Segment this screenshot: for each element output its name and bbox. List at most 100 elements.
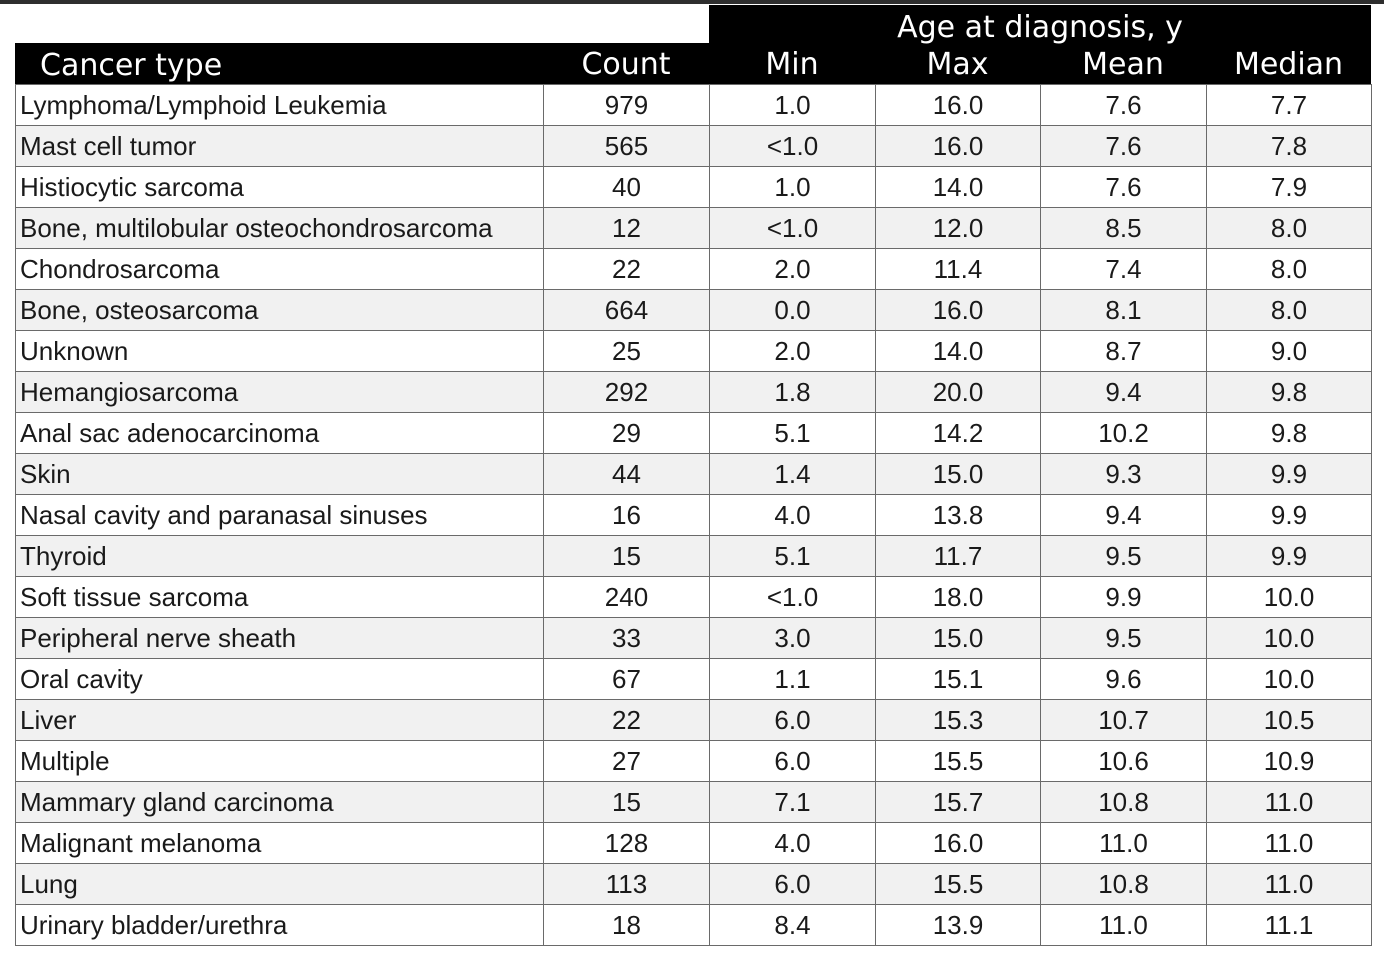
cell-min: <1.0 xyxy=(709,207,876,249)
cell-min: 4.0 xyxy=(709,494,876,536)
cell-max: 15.7 xyxy=(875,781,1041,823)
cell-count: 292 xyxy=(543,371,710,413)
cell-min: <1.0 xyxy=(709,576,876,618)
cell-name: Unknown xyxy=(15,330,544,372)
cell-median: 10.0 xyxy=(1206,617,1372,659)
cell-max: 18.0 xyxy=(875,576,1041,618)
cell-mean: 7.4 xyxy=(1040,248,1207,290)
cell-name: Histiocytic sarcoma xyxy=(15,166,544,208)
cell-median: 11.1 xyxy=(1206,904,1372,946)
header-max: Max xyxy=(926,47,989,82)
cell-min: 1.0 xyxy=(709,84,876,126)
cell-median: 9.8 xyxy=(1206,412,1372,454)
cell-min: 8.4 xyxy=(709,904,876,946)
table-row: Anal sac adenocarcinoma 29 5.1 14.2 10.2 9.8 xyxy=(15,412,1372,454)
cell-mean: 10.7 xyxy=(1040,699,1207,741)
cell-name: Lymphoma/Lymphoid Leukemia xyxy=(15,84,544,126)
cell-max: 15.0 xyxy=(875,453,1041,495)
cell-median: 7.7 xyxy=(1206,84,1372,126)
cell-mean: 7.6 xyxy=(1040,125,1207,167)
cell-max: 16.0 xyxy=(875,289,1041,331)
cell-mean: 9.3 xyxy=(1040,453,1207,495)
table-row: Chondrosarcoma 22 2.0 11.4 7.4 8.0 xyxy=(15,248,1372,290)
cell-median: 11.0 xyxy=(1206,822,1372,864)
cell-max: 20.0 xyxy=(875,371,1041,413)
cell-min: 7.1 xyxy=(709,781,876,823)
cell-count: 128 xyxy=(543,822,710,864)
cell-name: Multiple xyxy=(15,740,544,782)
cell-count: 67 xyxy=(543,658,710,700)
cell-count: 40 xyxy=(543,166,710,208)
cell-count: 565 xyxy=(543,125,710,167)
cell-median: 10.0 xyxy=(1206,576,1372,618)
table-row: Urinary bladder/urethra 18 8.4 13.9 11.0 11.1 xyxy=(15,904,1372,946)
table-row: Unknown 25 2.0 14.0 8.7 9.0 xyxy=(15,330,1372,372)
cell-mean: 10.8 xyxy=(1040,863,1207,905)
cell-median: 11.0 xyxy=(1206,863,1372,905)
cancer-age-table: Cancer type Count Age at diagnosis, y Mi… xyxy=(15,5,1372,946)
table-row: Lymphoma/Lymphoid Leukemia 979 1.0 16.0 7.6 7… xyxy=(15,84,1372,126)
cell-count: 16 xyxy=(543,494,710,536)
cell-count: 25 xyxy=(543,330,710,372)
cell-min: 1.4 xyxy=(709,453,876,495)
cell-mean: 8.1 xyxy=(1040,289,1207,331)
table-row: Bone, osteosarcoma 664 0.0 16.0 8.1 8.0 xyxy=(15,289,1372,331)
cell-max: 11.4 xyxy=(875,248,1041,290)
cell-mean: 9.5 xyxy=(1040,617,1207,659)
cell-name: Bone, multilobular osteochondrosarcoma xyxy=(15,207,544,249)
cell-mean: 10.6 xyxy=(1040,740,1207,782)
header-count: Count xyxy=(581,47,671,82)
cell-name: Lung xyxy=(15,863,544,905)
cell-max: 11.7 xyxy=(875,535,1041,577)
cell-median: 9.9 xyxy=(1206,453,1372,495)
table-row: Hemangiosarcoma 292 1.8 20.0 9.4 9.8 xyxy=(15,371,1372,413)
cell-mean: 8.7 xyxy=(1040,330,1207,372)
cell-name: Urinary bladder/urethra xyxy=(15,904,544,946)
cell-name: Hemangiosarcoma xyxy=(15,371,544,413)
cell-max: 13.8 xyxy=(875,494,1041,536)
cell-mean: 8.5 xyxy=(1040,207,1207,249)
cell-min: 5.1 xyxy=(709,412,876,454)
cell-median: 10.0 xyxy=(1206,658,1372,700)
table-row: Peripheral nerve sheath 33 3.0 15.0 9.5 10.0 xyxy=(15,617,1372,659)
cell-count: 664 xyxy=(543,289,710,331)
table-row: Mast cell tumor 565 <1.0 16.0 7.6 7.8 xyxy=(15,125,1372,167)
header-age-block xyxy=(709,5,1371,84)
data-table: Lymphoma/Lymphoid Leukemia 979 1.0 16.0 7.6 7… xyxy=(15,84,1372,946)
cell-median: 8.0 xyxy=(1206,248,1372,290)
cell-mean: 9.9 xyxy=(1040,576,1207,618)
cell-mean: 9.4 xyxy=(1040,371,1207,413)
cell-count: 979 xyxy=(543,84,710,126)
cell-median: 8.0 xyxy=(1206,207,1372,249)
table-row: Mammary gland carcinoma 15 7.1 15.7 10.8 11.0 xyxy=(15,781,1372,823)
cell-count: 15 xyxy=(543,535,710,577)
cell-count: 15 xyxy=(543,781,710,823)
cell-min: 1.0 xyxy=(709,166,876,208)
cell-mean: 11.0 xyxy=(1040,822,1207,864)
cell-min: 5.1 xyxy=(709,535,876,577)
header-min: Min xyxy=(765,47,819,82)
cell-count: 12 xyxy=(543,207,710,249)
header-median: Median xyxy=(1233,47,1344,82)
cell-max: 15.3 xyxy=(875,699,1041,741)
cell-count: 33 xyxy=(543,617,710,659)
cell-min: 3.0 xyxy=(709,617,876,659)
cell-mean: 9.6 xyxy=(1040,658,1207,700)
cell-max: 14.0 xyxy=(875,330,1041,372)
cell-count: 18 xyxy=(543,904,710,946)
table-body: Lymphoma/Lymphoid Leukemia 979 1.0 16.0 7.6 7… xyxy=(15,84,1372,946)
table-row: Oral cavity 67 1.1 15.1 9.6 10.0 xyxy=(15,658,1372,700)
cell-min: 2.0 xyxy=(709,248,876,290)
cell-mean: 10.2 xyxy=(1040,412,1207,454)
cell-name: Nasal cavity and paranasal sinuses xyxy=(15,494,544,536)
cell-mean: 11.0 xyxy=(1040,904,1207,946)
cell-median: 10.9 xyxy=(1206,740,1372,782)
cell-count: 113 xyxy=(543,863,710,905)
table-row: Thyroid 15 5.1 11.7 9.5 9.9 xyxy=(15,535,1372,577)
cell-name: Mast cell tumor xyxy=(15,125,544,167)
cell-min: 6.0 xyxy=(709,863,876,905)
cell-max: 16.0 xyxy=(875,822,1041,864)
cell-max: 14.0 xyxy=(875,166,1041,208)
cell-name: Bone, osteosarcoma xyxy=(15,289,544,331)
cell-median: 9.9 xyxy=(1206,494,1372,536)
